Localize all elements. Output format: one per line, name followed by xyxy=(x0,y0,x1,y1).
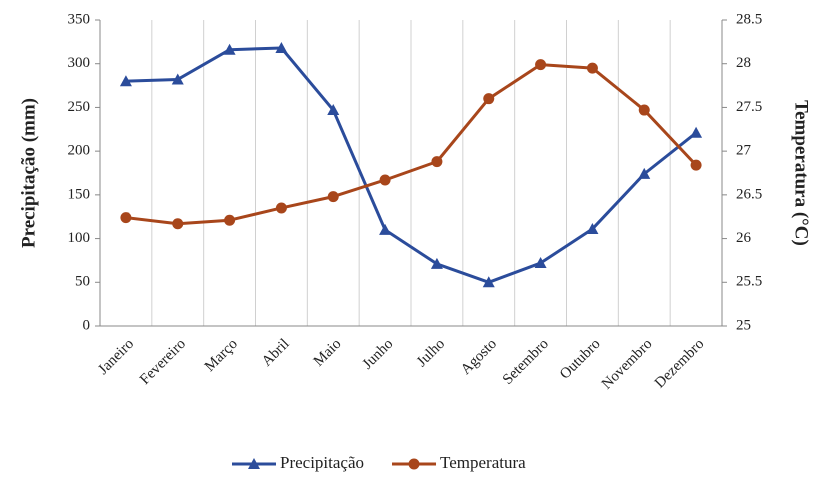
x-tick-label: Janeiro xyxy=(95,336,137,378)
y2-tick-label: 25 xyxy=(736,317,751,333)
y-tick-label: 300 xyxy=(68,55,91,71)
point xyxy=(379,174,391,186)
point xyxy=(172,218,184,230)
point xyxy=(379,223,392,235)
y2-tick-label: 28 xyxy=(736,55,751,71)
y2-axis-title: Temperatura (°C) xyxy=(791,100,812,246)
x-tick-label: Agosto xyxy=(458,336,500,378)
point xyxy=(327,191,339,203)
y2-tick-label: 26 xyxy=(736,230,752,246)
point xyxy=(638,167,651,179)
point xyxy=(224,214,236,226)
y-axis-title: Precipitação (mm) xyxy=(18,98,39,248)
legend-marker xyxy=(248,458,260,469)
x-tick-label: Julho xyxy=(414,336,448,370)
y-tick-label: 0 xyxy=(83,317,91,333)
point xyxy=(431,156,443,168)
y-tick-label: 150 xyxy=(68,186,91,202)
point xyxy=(690,126,703,138)
y-tick-label: 350 xyxy=(68,11,91,27)
y2-tick-label: 25.5 xyxy=(736,274,762,290)
point xyxy=(171,73,184,85)
x-tick-label: Março xyxy=(202,336,241,375)
y-tick-label: 200 xyxy=(68,143,91,159)
point xyxy=(327,104,340,116)
point xyxy=(483,93,495,105)
legend-marker xyxy=(408,458,420,470)
point xyxy=(534,257,547,269)
y2-tick-label: 26.5 xyxy=(736,186,762,202)
point xyxy=(119,75,132,87)
x-tick-label: Setembro xyxy=(500,336,552,388)
point xyxy=(586,62,598,74)
series-line xyxy=(125,46,698,284)
x-tick-label: Fevereiro xyxy=(137,336,189,388)
x-tick-label: Maio xyxy=(311,336,345,370)
y-tick-label: 100 xyxy=(68,230,91,246)
y2-tick-label: 27.5 xyxy=(736,99,762,115)
x-tick-label: Outubro xyxy=(557,336,604,383)
point xyxy=(275,41,288,53)
y2-tick-label: 27 xyxy=(736,143,752,159)
x-tick-label: Dezembro xyxy=(652,336,707,391)
series-line xyxy=(125,63,698,226)
x-tick-label: Novembro xyxy=(599,336,656,393)
point xyxy=(586,222,599,234)
point xyxy=(120,212,132,224)
legend-label: Temperatura xyxy=(440,453,526,472)
point xyxy=(430,257,443,269)
y-tick-label: 50 xyxy=(75,274,90,290)
point xyxy=(638,104,650,116)
legend-label: Precipitação xyxy=(280,453,364,472)
x-tick-label: Abril xyxy=(259,336,293,370)
point xyxy=(275,202,287,214)
point xyxy=(482,276,495,288)
x-tick-label: Junho xyxy=(360,336,397,373)
point xyxy=(223,43,236,55)
point xyxy=(690,159,702,171)
point xyxy=(535,59,547,71)
y2-tick-label: 28.5 xyxy=(736,11,762,27)
y-tick-label: 250 xyxy=(68,99,91,115)
